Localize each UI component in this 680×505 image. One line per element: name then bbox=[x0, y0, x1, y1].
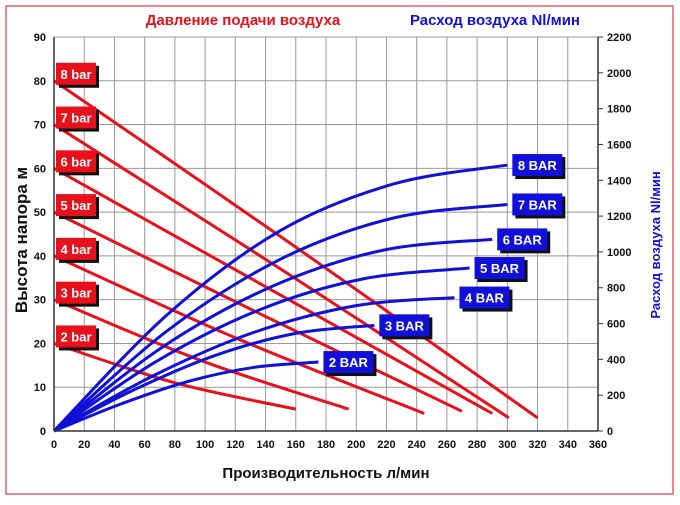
y2-tick-label: 2000 bbox=[607, 68, 631, 80]
x-tick-label: 0 bbox=[51, 439, 57, 451]
head-label-text: 3 bar bbox=[60, 286, 91, 301]
y2-tick-label: 0 bbox=[607, 426, 613, 438]
x-tick-label: 360 bbox=[589, 439, 607, 451]
head-label-text: 6 bar bbox=[60, 154, 91, 169]
y2-tick-label: 1000 bbox=[607, 247, 631, 259]
x-tick-label: 140 bbox=[256, 439, 274, 451]
head-label-text: 8 bar bbox=[60, 67, 91, 82]
air-label bbox=[323, 351, 374, 374]
y-tick-label: 30 bbox=[34, 295, 46, 307]
head-label bbox=[56, 281, 96, 304]
y2-tick-label: 1800 bbox=[607, 104, 631, 116]
air-label-text: 6 BAR bbox=[503, 232, 543, 247]
head-curve-8-bar bbox=[53, 79, 539, 420]
x-tick-label: 200 bbox=[347, 439, 365, 451]
air-label bbox=[497, 228, 548, 251]
head-label-text: 5 bar bbox=[60, 198, 91, 213]
head-label bbox=[56, 150, 96, 173]
y2-tick-label: 400 bbox=[607, 354, 625, 366]
air-label-text: 4 BAR bbox=[465, 291, 505, 306]
y2-axis-label: Расход воздуха Nl/мин bbox=[648, 171, 663, 318]
x-tick-label: 240 bbox=[407, 439, 425, 451]
head-label bbox=[56, 62, 96, 85]
x-tick-label: 120 bbox=[226, 439, 244, 451]
head-label bbox=[56, 106, 96, 129]
air-curve-7-BAR bbox=[53, 202, 508, 433]
y-tick-label: 90 bbox=[34, 32, 46, 44]
x-tick-label: 260 bbox=[438, 439, 456, 451]
head-label-text: 2 bar bbox=[60, 329, 91, 344]
x-tick-label: 60 bbox=[139, 439, 151, 451]
x-tick-label: 340 bbox=[559, 439, 577, 451]
y2-tick-label: 800 bbox=[607, 283, 625, 295]
x-tick-label: 320 bbox=[528, 439, 546, 451]
y2-tick-label: 2200 bbox=[607, 32, 631, 44]
y2-tick-label: 1200 bbox=[607, 211, 631, 223]
y-tick-label: 50 bbox=[34, 207, 46, 219]
head-label bbox=[56, 237, 96, 260]
air-label-text: 7 BAR bbox=[518, 197, 558, 212]
air-curve-8-BAR bbox=[52, 163, 508, 433]
air-label bbox=[379, 314, 430, 337]
air-label bbox=[512, 193, 563, 216]
x-tick-label: 180 bbox=[317, 439, 335, 451]
head-curve-6-bar bbox=[53, 167, 493, 415]
x-tick-label: 20 bbox=[78, 439, 90, 451]
x-tick-label: 280 bbox=[468, 439, 486, 451]
y-tick-label: 70 bbox=[34, 120, 46, 132]
x-tick-label: 40 bbox=[108, 439, 120, 451]
x-tick-label: 220 bbox=[377, 439, 395, 451]
air-curve-4-BAR bbox=[53, 296, 455, 433]
y2-tick-label: 200 bbox=[607, 390, 625, 402]
air-label bbox=[459, 286, 510, 309]
air-label bbox=[512, 154, 563, 177]
chart-border bbox=[5, 5, 674, 495]
air-label-text: 5 BAR bbox=[480, 261, 520, 276]
head-label bbox=[56, 325, 96, 348]
y-axis-label: Высота напора м bbox=[12, 167, 31, 313]
y-tick-label: 0 bbox=[40, 426, 46, 438]
x-tick-label: 100 bbox=[196, 439, 214, 451]
air-label-text: 3 BAR bbox=[385, 318, 425, 333]
head-label-text: 4 bar bbox=[60, 242, 91, 257]
air-curve-6-BAR bbox=[53, 237, 493, 433]
air-curve-2-BAR bbox=[53, 360, 319, 433]
head-curve-7-bar bbox=[53, 123, 510, 420]
head-label-text: 7 bar bbox=[60, 111, 91, 126]
head-curve-4-bar bbox=[53, 254, 425, 415]
air-label-text: 2 BAR bbox=[329, 355, 369, 370]
y-tick-label: 20 bbox=[34, 338, 46, 350]
air-label-text: 8 BAR bbox=[518, 158, 558, 173]
x-tick-label: 160 bbox=[287, 439, 305, 451]
air-curve-3-BAR bbox=[53, 323, 375, 433]
head-label bbox=[56, 194, 96, 217]
y2-tick-label: 1600 bbox=[607, 139, 631, 151]
y-tick-label: 60 bbox=[34, 163, 46, 175]
title-right: Расход воздуха Nl/мин bbox=[410, 12, 580, 29]
y2-tick-label: 1400 bbox=[607, 175, 631, 187]
x-axis-label: Производительность л/мин bbox=[222, 465, 429, 482]
y-tick-label: 80 bbox=[34, 76, 46, 88]
air-label bbox=[474, 257, 525, 280]
x-tick-label: 80 bbox=[169, 439, 181, 451]
y2-tick-label: 600 bbox=[607, 319, 625, 331]
y-tick-label: 10 bbox=[34, 382, 46, 394]
air-curve-5-BAR bbox=[53, 266, 470, 433]
head-curve-5-bar bbox=[53, 210, 463, 413]
title-left: Давление подачи воздуха bbox=[146, 12, 341, 29]
x-tick-label: 300 bbox=[498, 439, 516, 451]
y-tick-label: 40 bbox=[34, 251, 46, 263]
head-curve-2-bar bbox=[53, 342, 297, 411]
